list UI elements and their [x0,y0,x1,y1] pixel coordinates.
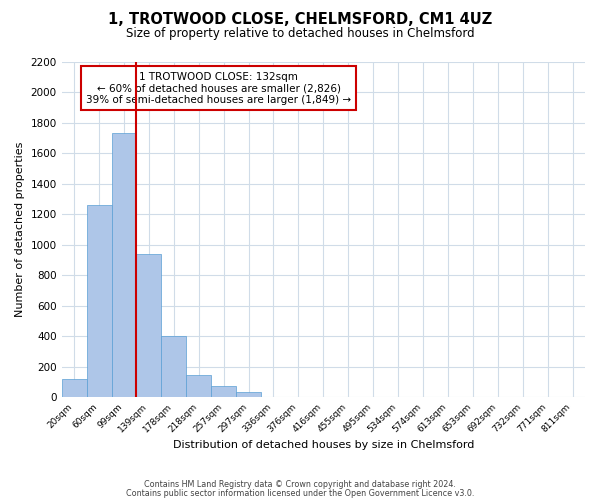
Y-axis label: Number of detached properties: Number of detached properties [15,142,25,317]
Bar [211,386,236,398]
Bar [112,134,136,398]
Bar [136,254,161,398]
Bar [161,336,186,398]
X-axis label: Distribution of detached houses by size in Chelmsford: Distribution of detached houses by size … [173,440,474,450]
Text: Size of property relative to detached houses in Chelmsford: Size of property relative to detached ho… [125,28,475,40]
Bar [62,379,86,398]
Bar [236,392,261,398]
Bar [86,205,112,398]
Text: Contains HM Land Registry data © Crown copyright and database right 2024.: Contains HM Land Registry data © Crown c… [144,480,456,489]
Bar [186,374,211,398]
Text: 1, TROTWOOD CLOSE, CHELMSFORD, CM1 4UZ: 1, TROTWOOD CLOSE, CHELMSFORD, CM1 4UZ [108,12,492,28]
Text: Contains public sector information licensed under the Open Government Licence v3: Contains public sector information licen… [126,490,474,498]
Text: 1 TROTWOOD CLOSE: 132sqm
← 60% of detached houses are smaller (2,826)
39% of sem: 1 TROTWOOD CLOSE: 132sqm ← 60% of detach… [86,72,351,105]
